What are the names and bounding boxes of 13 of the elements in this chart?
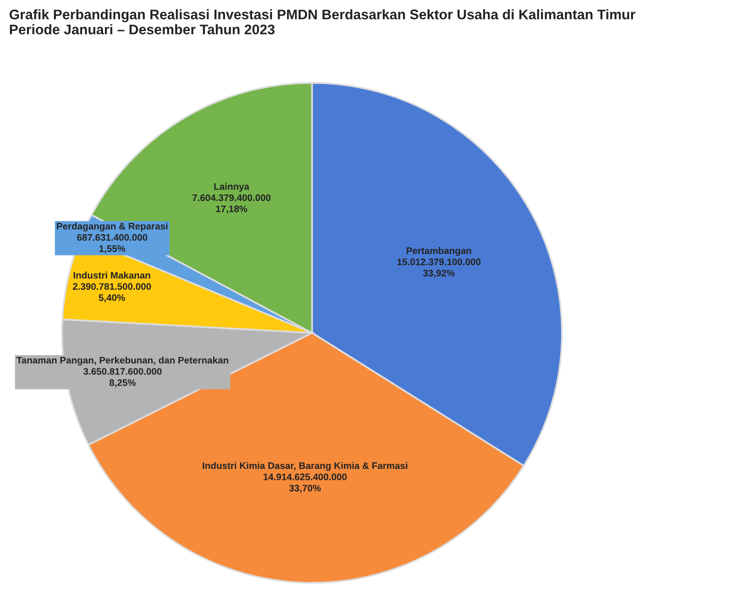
slice-label: Pertambangan [406, 247, 472, 256]
data-label: 687.631.400.000 1,55% [77, 234, 148, 254]
slice-label: Tanaman Pangan, Perkebunan, dan Peternakan [16, 356, 228, 366]
slice-label: Perdagangan & Reparasi [56, 222, 168, 232]
data-label: 3.650.817.600.000 8,25% [83, 368, 162, 388]
data-label: 7.604.379.400.000 17,18% [192, 194, 271, 214]
slice-label: Industri Kimia Dasar, Barang Kimia & Farmasi [202, 462, 408, 471]
data-label: 15.012.379.100.000 33,92% [397, 258, 481, 278]
data-label: 2.390.781.500.000 5,40% [72, 283, 151, 302]
slice-label: Industri Makanan [74, 272, 150, 279]
chart-title: Grafik Perbandingan Realisasi Investasi PMDN Berdasarkan Sektor Usaha di Kalimantan Timur Periode Januari – Desember Tahun 2023 [10, 9, 636, 34]
slice-label: Lainnya [214, 182, 250, 192]
data-label: 14.914.625.400.000 33,70% [264, 474, 347, 493]
